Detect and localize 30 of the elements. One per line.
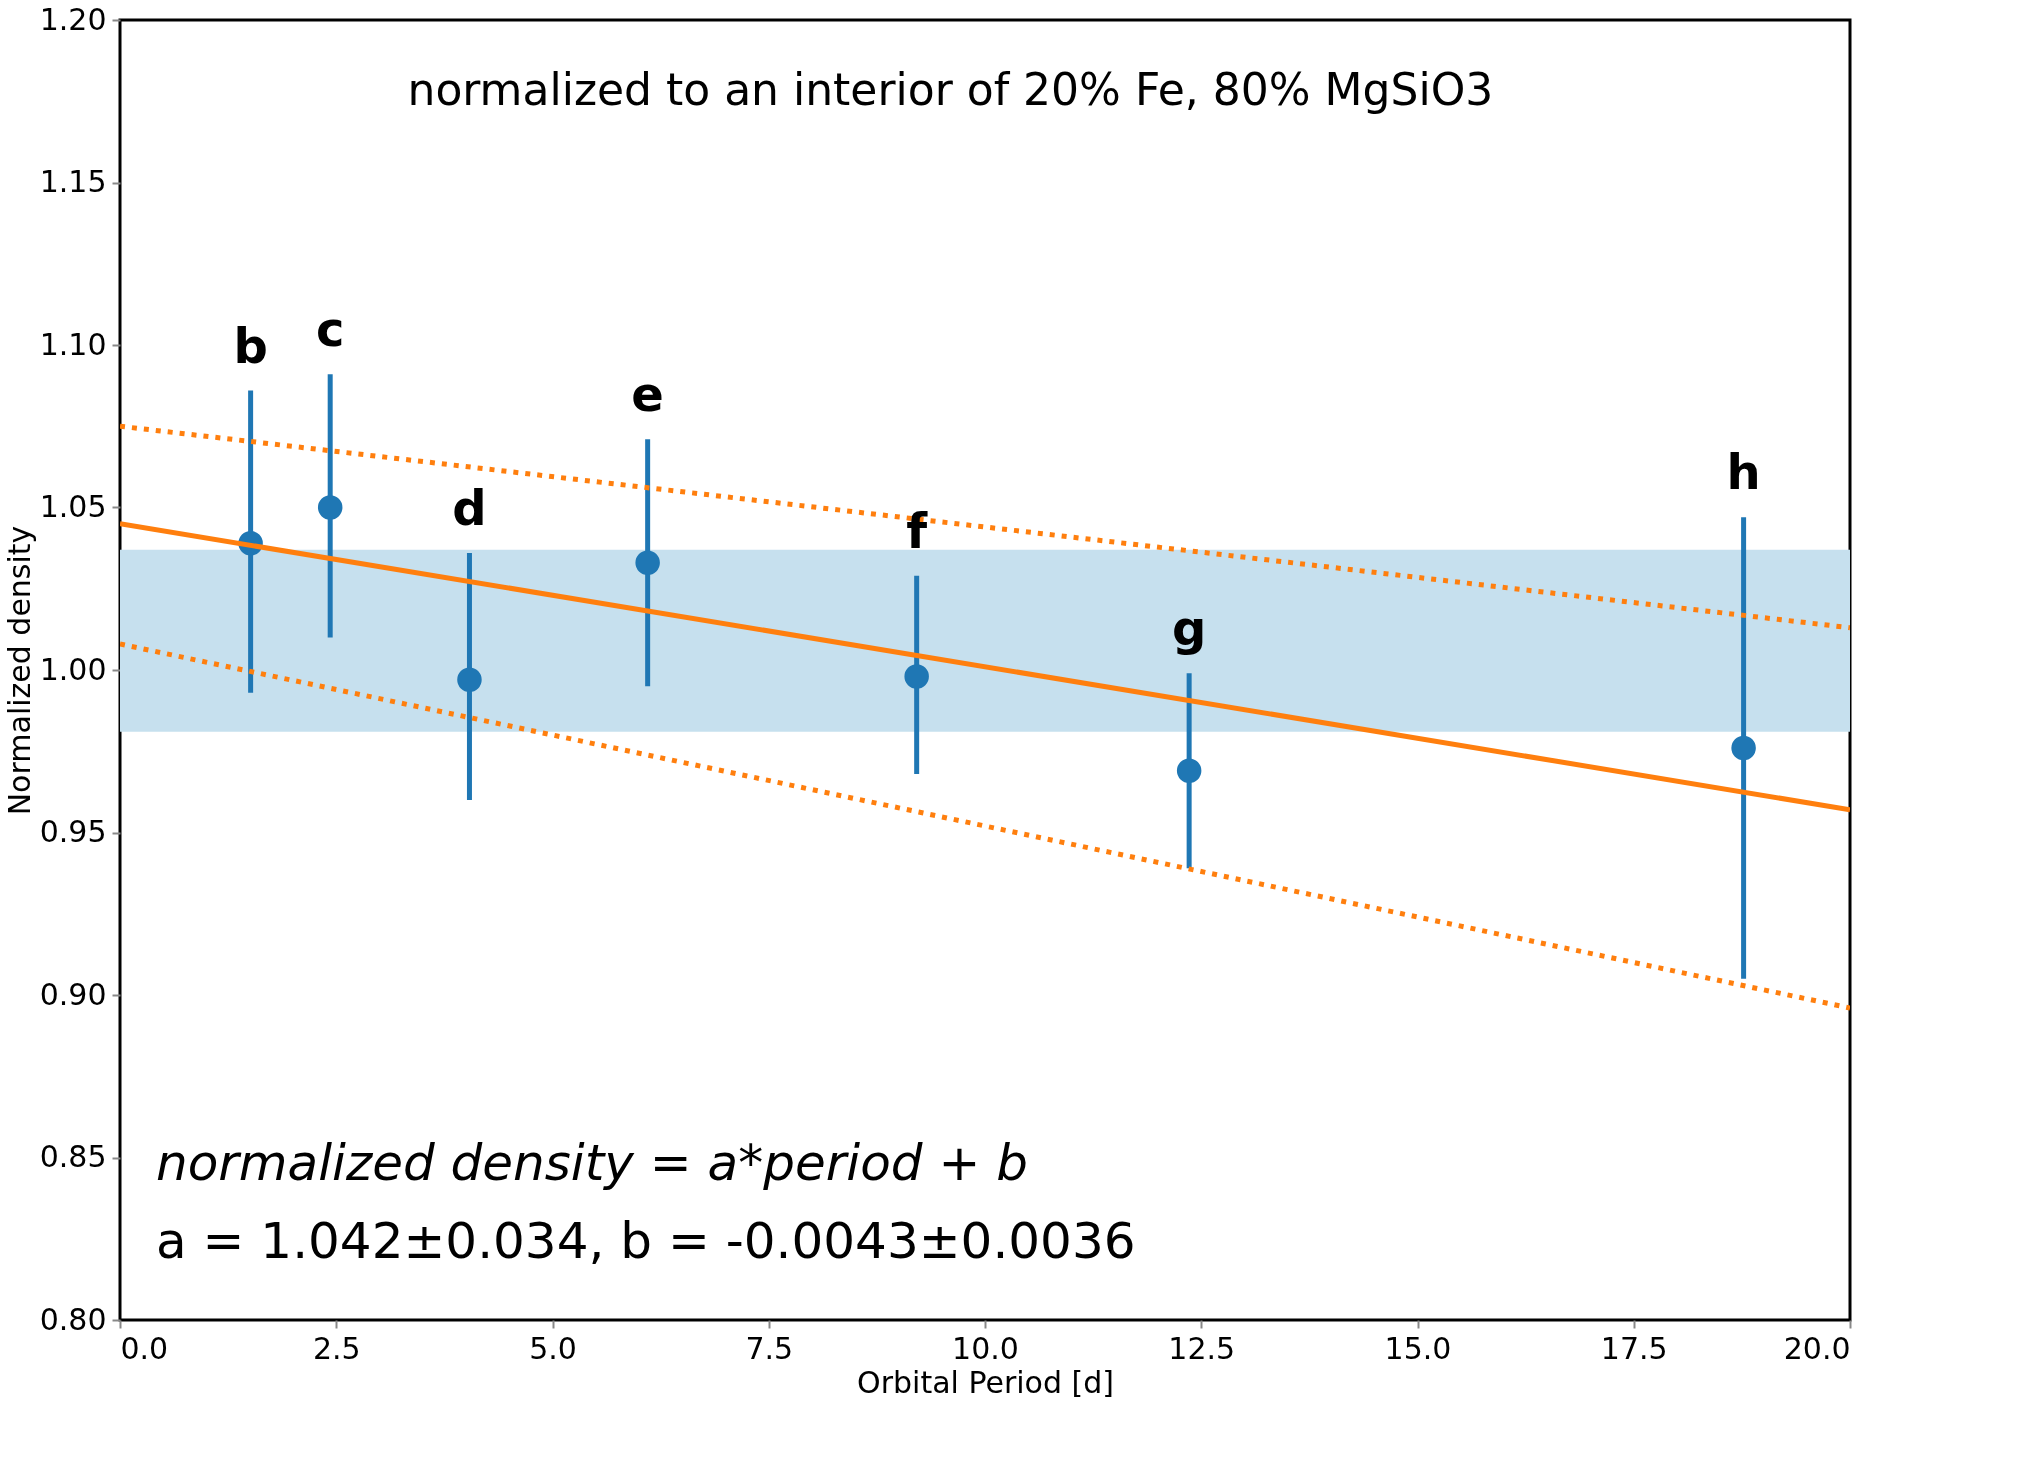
y-tick-label: 1.05: [39, 489, 107, 524]
x-tick-label: 0.0: [120, 1330, 169, 1366]
y-tick-label: 1.10: [39, 326, 107, 362]
x-tick-label: 15.0: [1384, 1330, 1452, 1366]
x-tick-label: 12.5: [1168, 1330, 1236, 1366]
annotation: e: [631, 366, 664, 423]
annotation: b: [233, 317, 268, 374]
y-tick-label: 1.20: [39, 1, 107, 37]
annotation: f: [906, 502, 929, 559]
y-tick-label: 0.95: [39, 814, 107, 849]
y-tick-label: 1.00: [39, 651, 107, 687]
x-axis-title: Orbital Period [d]: [857, 1364, 1114, 1400]
x-tick-label: 20.0: [1783, 1330, 1851, 1366]
y-tick-label: 1.15: [39, 164, 107, 199]
annotation: normalized to an interior of 20% Fe, 80% MgSiO3: [407, 64, 1494, 115]
y-tick-label: 0.85: [39, 1139, 107, 1174]
x-tick-label: 5.0: [529, 1330, 577, 1366]
annotation: a = 1.042±0.034, b = -0.0043±0.0036: [156, 1212, 1136, 1270]
annotation: c: [315, 301, 345, 358]
annotation: g: [1171, 600, 1207, 657]
y-tick-label: 0.90: [39, 976, 107, 1012]
annotation: normalized density = a*period + b: [156, 1134, 1028, 1192]
x-tick-label: 7.5: [745, 1330, 794, 1366]
x-tick-label: 10.0: [952, 1330, 1019, 1366]
x-tick-label: 17.5: [1600, 1330, 1668, 1366]
y-axis-title: Normalized density: [1, 525, 37, 816]
annotation: d: [452, 480, 487, 536]
annotation: h: [1726, 444, 1761, 501]
x-tick-label: 2.5: [312, 1330, 361, 1366]
y-tick-label: 0.80: [39, 1301, 107, 1337]
